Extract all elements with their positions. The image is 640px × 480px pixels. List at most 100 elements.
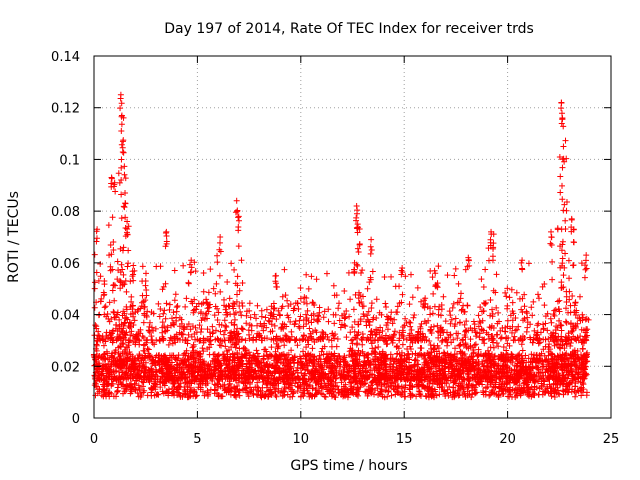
- data-point: [435, 306, 442, 313]
- data-point: [490, 344, 497, 351]
- data-point: [404, 351, 411, 358]
- data-point: [118, 191, 125, 198]
- data-point: [364, 285, 371, 292]
- data-point: [272, 272, 279, 279]
- data-point: [364, 312, 371, 319]
- data-point: [463, 318, 470, 325]
- data-point: [541, 302, 548, 309]
- data-point: [243, 320, 250, 327]
- data-point: [383, 383, 390, 390]
- data-point: [216, 239, 223, 246]
- grid-lines: [94, 56, 611, 418]
- data-point: [91, 279, 98, 286]
- data-point: [562, 217, 569, 224]
- data-point: [347, 296, 354, 303]
- data-point: [568, 216, 575, 223]
- data-point: [251, 311, 258, 318]
- data-point: [482, 266, 489, 273]
- data-point: [301, 390, 308, 397]
- data-point: [558, 105, 565, 112]
- data-point: [566, 288, 573, 295]
- data-point: [557, 173, 564, 180]
- data-point: [336, 300, 343, 307]
- data-point: [540, 363, 547, 370]
- data-point: [509, 299, 516, 306]
- data-point: [162, 229, 169, 236]
- data-point: [456, 342, 463, 349]
- data-point: [407, 319, 414, 326]
- data-point: [563, 207, 570, 214]
- data-point: [207, 266, 214, 273]
- data-point: [118, 127, 125, 134]
- data-point: [448, 316, 455, 323]
- data-point: [168, 315, 175, 322]
- data-point: [121, 171, 128, 178]
- data-point: [142, 282, 149, 289]
- data-point: [473, 333, 480, 340]
- data-point: [92, 322, 99, 329]
- data-point: [101, 387, 108, 394]
- data-point: [523, 328, 530, 335]
- data-point: [466, 262, 473, 269]
- data-point: [107, 267, 114, 274]
- data-point: [163, 232, 170, 239]
- data-point: [288, 328, 295, 335]
- data-point: [486, 392, 493, 399]
- data-point: [238, 257, 245, 264]
- data-point: [143, 270, 149, 277]
- data-point: [359, 267, 366, 274]
- data-point: [524, 324, 531, 331]
- data-point: [125, 247, 132, 254]
- data-point: [549, 276, 556, 283]
- data-point: [166, 301, 173, 308]
- data-point: [427, 341, 434, 348]
- data-point: [535, 295, 542, 302]
- data-point: [218, 393, 225, 400]
- data-point: [171, 267, 178, 274]
- data-point: [130, 277, 137, 284]
- data-point: [399, 341, 406, 348]
- data-point: [411, 311, 418, 318]
- data-point: [480, 337, 487, 344]
- data-point: [260, 327, 267, 334]
- data-point: [547, 315, 554, 322]
- data-point: [583, 252, 590, 259]
- data-point: [503, 293, 510, 300]
- data-point: [353, 224, 360, 231]
- data-point: [203, 296, 210, 303]
- data-point: [239, 300, 246, 307]
- data-point: [120, 271, 127, 278]
- data-point: [416, 391, 423, 398]
- data-point: [231, 316, 238, 323]
- data-point: [581, 274, 588, 281]
- data-point: [368, 328, 375, 335]
- data-point: [91, 251, 98, 258]
- data-point: [341, 288, 348, 295]
- data-point: [402, 315, 409, 322]
- data-point: [185, 280, 192, 287]
- data-point: [197, 353, 204, 360]
- data-point: [159, 319, 166, 326]
- data-point: [415, 388, 422, 395]
- data-point: [233, 197, 240, 204]
- data-point: [513, 289, 520, 296]
- data-point: [149, 339, 156, 346]
- data-point: [388, 392, 395, 399]
- data-point: [408, 327, 415, 334]
- data-point: [442, 318, 449, 325]
- data-point: [182, 303, 189, 310]
- data-point: [234, 273, 241, 280]
- data-point: [521, 303, 528, 310]
- data-point: [350, 306, 357, 313]
- data-point: [562, 225, 569, 232]
- data-point: [368, 236, 375, 243]
- data-point: [548, 228, 555, 235]
- data-point: [231, 266, 238, 273]
- data-point: [381, 381, 388, 388]
- data-point: [365, 308, 372, 315]
- data-point: [114, 387, 121, 394]
- data-point: [418, 383, 425, 390]
- data-point: [275, 380, 282, 387]
- data-point: [232, 391, 239, 398]
- data-point: [292, 318, 299, 325]
